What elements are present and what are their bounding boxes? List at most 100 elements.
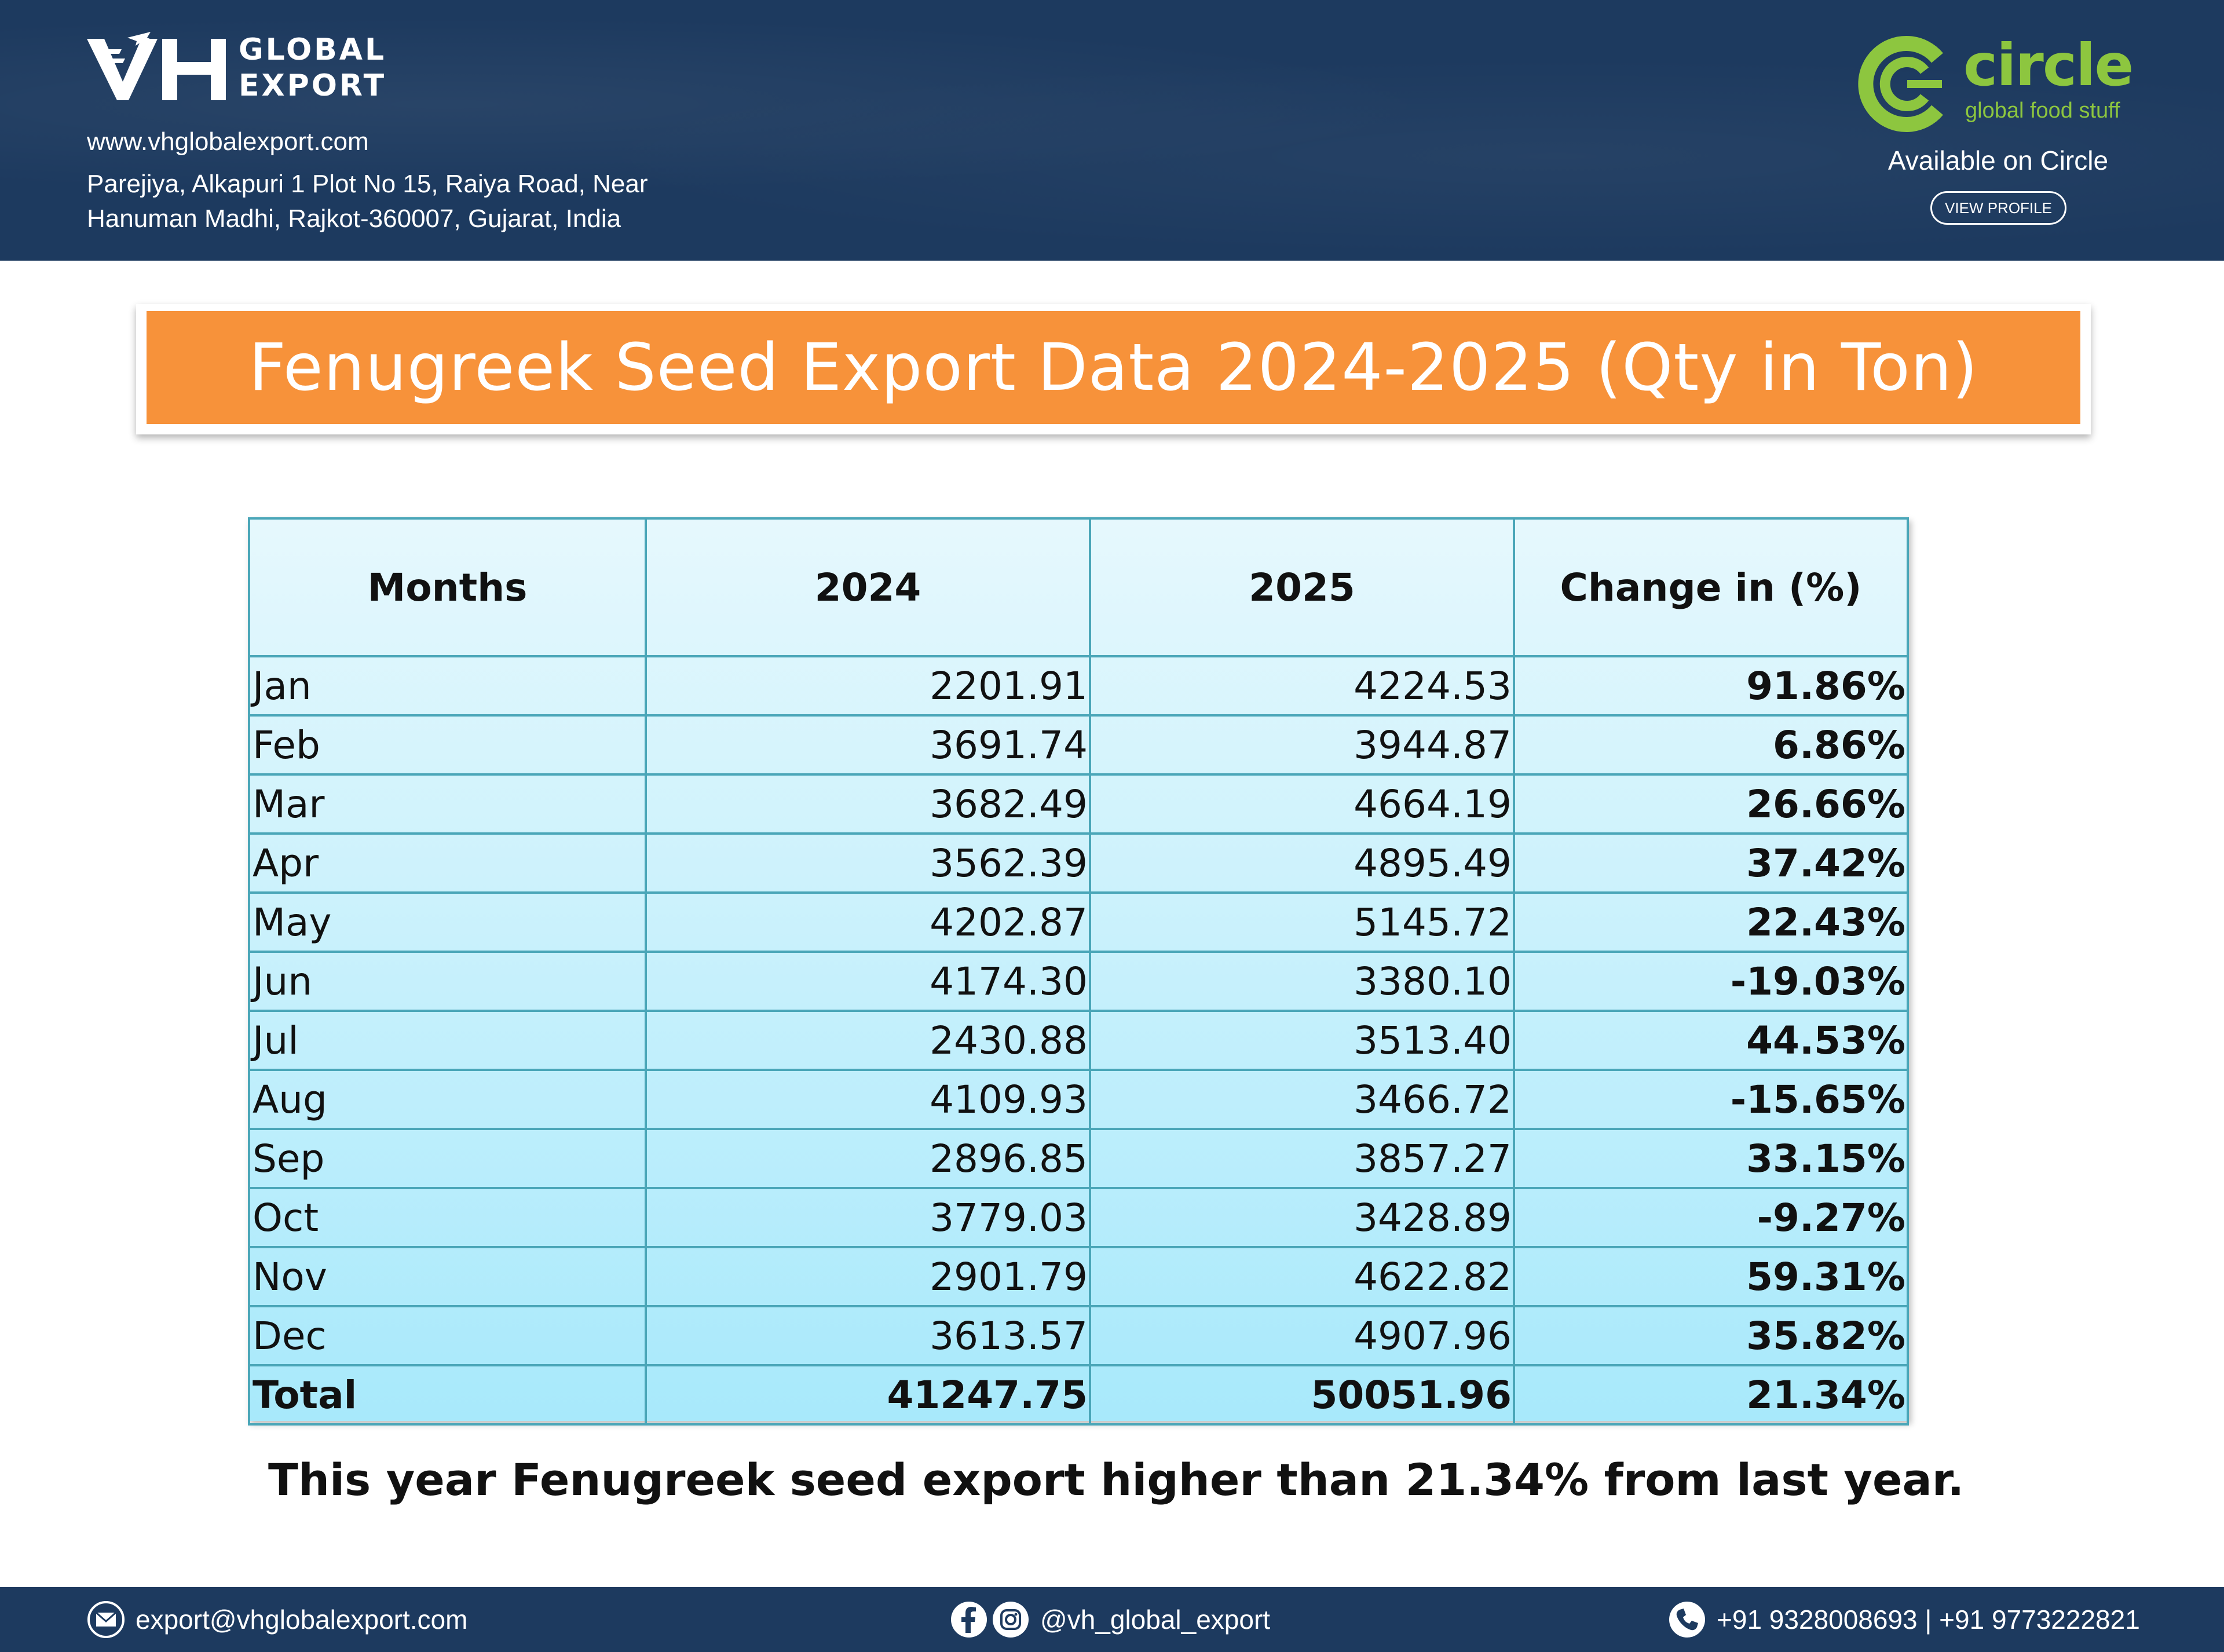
website-link[interactable]: www.vhglobalexport.com: [87, 127, 369, 156]
total-2024: 41247.75: [645, 1364, 1091, 1426]
title-banner: Fenugreek Seed Export Data 2024-2025 (Qt…: [136, 304, 2091, 434]
row-2025: 3513.40: [1089, 1010, 1515, 1071]
table-row: Nov 2901.79 4622.82 59.31%: [248, 1246, 1909, 1307]
row-2024: 2201.91: [645, 655, 1091, 717]
table-total-row: Total 41247.75 50051.96 21.34%: [248, 1364, 1909, 1426]
export-table-container: Months 2024 2025 Change in (%) Jan 2201.9…: [248, 517, 1909, 1426]
row-month: Mar: [248, 773, 647, 835]
row-change: -15.65%: [1513, 1069, 1909, 1130]
row-change: 91.86%: [1513, 655, 1909, 717]
footer-email[interactable]: export@vhglobalexport.com: [87, 1587, 467, 1652]
table-header-row: Months 2024 2025 Change in (%): [248, 517, 1909, 657]
row-month: Sep: [248, 1128, 647, 1189]
total-change: 21.34%: [1513, 1364, 1909, 1426]
row-2025: 4895.49: [1089, 832, 1515, 894]
row-2024: 3779.03: [645, 1187, 1091, 1248]
table-row: Mar 3682.49 4664.19 26.66%: [248, 773, 1909, 835]
available-on-circle: Available on Circle: [1888, 145, 2109, 176]
header-months: Months: [248, 517, 647, 657]
row-2025: 3857.27: [1089, 1128, 1515, 1189]
footer: export@vhglobalexport.com @vh_global_exp…: [0, 1587, 2224, 1652]
row-2025: 3380.10: [1089, 951, 1515, 1012]
address: Parejiya, Alkapuri 1 Plot No 15, Raiya R…: [87, 167, 782, 236]
view-profile-button[interactable]: VIEW PROFILE: [1930, 191, 2066, 225]
circle-logo-icon: [1858, 36, 1943, 132]
address-line1: Parejiya, Alkapuri 1 Plot No 15, Raiya R…: [87, 170, 648, 198]
table-row: Jul 2430.88 3513.40 44.53%: [248, 1010, 1909, 1071]
row-change: 22.43%: [1513, 891, 1909, 953]
row-month: Nov: [248, 1246, 647, 1307]
circle-logo: circle global food stuff: [1856, 31, 2146, 133]
table-body: Jan 2201.91 4224.53 91.86% Feb 3691.74 3944.87…: [248, 655, 1909, 1426]
table-row: Jan 2201.91 4224.53 91.86%: [248, 655, 1909, 717]
row-change: 59.31%: [1513, 1246, 1909, 1307]
address-line2: Hanuman Madhi, Rajkot-360007, Gujarat, I…: [87, 204, 621, 233]
row-2025: 5145.72: [1089, 891, 1515, 953]
row-2024: 2901.79: [645, 1246, 1091, 1307]
row-change: 44.53%: [1513, 1010, 1909, 1071]
export-table: Months 2024 2025 Change in (%) Jan 2201.9…: [248, 517, 1909, 1426]
header-2025: 2025: [1089, 517, 1515, 657]
table-row: Oct 3779.03 3428.89 -9.27%: [248, 1187, 1909, 1248]
row-2024: 2896.85: [645, 1128, 1091, 1189]
row-change: 26.66%: [1513, 773, 1909, 835]
table-row: Dec 3613.57 4907.96 35.82%: [248, 1305, 1909, 1366]
logo-line1: GLOBAL: [239, 32, 387, 67]
email-text: export@vhglobalexport.com: [136, 1605, 468, 1635]
page-title: Fenugreek Seed Export Data 2024-2025 (Qt…: [248, 330, 1978, 405]
vh-logo-icon: [87, 32, 226, 100]
table-row: Sep 2896.85 3857.27 33.15%: [248, 1128, 1909, 1189]
row-2024: 3682.49: [645, 773, 1091, 835]
table-row: Jun 4174.30 3380.10 -19.03%: [248, 951, 1909, 1012]
row-month: Apr: [248, 832, 647, 894]
row-month: Feb: [248, 714, 647, 776]
row-2024: 4202.87: [645, 891, 1091, 953]
row-2025: 4622.82: [1089, 1246, 1515, 1307]
row-2025: 4907.96: [1089, 1305, 1515, 1366]
row-2025: 3944.87: [1089, 714, 1515, 776]
table-row: May 4202.87 5145.72 22.43%: [248, 891, 1909, 953]
table-row: Apr 3562.39 4895.49 37.42%: [248, 832, 1909, 894]
title-banner-fill: Fenugreek Seed Export Data 2024-2025 (Qt…: [147, 311, 2080, 424]
total-2025: 50051.96: [1089, 1364, 1515, 1426]
footer-social[interactable]: @vh_global_export: [950, 1587, 1270, 1652]
table-row: Feb 3691.74 3944.87 6.86%: [248, 714, 1909, 776]
row-2025: 3466.72: [1089, 1069, 1515, 1130]
row-2024: 4174.30: [645, 951, 1091, 1012]
row-2024: 3613.57: [645, 1305, 1091, 1366]
row-month: May: [248, 891, 647, 953]
row-month: Jan: [248, 655, 647, 717]
row-2024: 3562.39: [645, 832, 1091, 894]
row-2025: 3428.89: [1089, 1187, 1515, 1248]
header-2024: 2024: [645, 517, 1091, 657]
row-2024: 3691.74: [645, 714, 1091, 776]
row-change: -19.03%: [1513, 951, 1909, 1012]
instagram-icon: [992, 1600, 1030, 1639]
footer-phone[interactable]: +91 9328008693 | +91 9773222821: [1668, 1587, 2140, 1652]
logo-text: GLOBAL EXPORT: [239, 32, 386, 104]
table-row: Aug 4109.93 3466.72 -15.65%: [248, 1069, 1909, 1130]
row-month: Jun: [248, 951, 647, 1012]
row-change: 6.86%: [1513, 714, 1909, 776]
email-icon: [87, 1600, 125, 1639]
header-change: Change in (%): [1513, 517, 1909, 657]
row-2025: 4664.19: [1089, 773, 1515, 835]
row-2025: 4224.53: [1089, 655, 1515, 717]
summary-text: This year Fenugreek seed export higher t…: [268, 1454, 1965, 1505]
total-label: Total: [248, 1364, 647, 1426]
row-2024: 4109.93: [645, 1069, 1091, 1130]
social-handle: @vh_global_export: [1040, 1605, 1271, 1635]
phone-numbers: +91 9328008693 | +91 9773222821: [1717, 1605, 2140, 1635]
row-month: Jul: [248, 1010, 647, 1071]
row-2024: 2430.88: [645, 1010, 1091, 1071]
row-change: 37.42%: [1513, 832, 1909, 894]
row-month: Aug: [248, 1069, 647, 1130]
row-month: Oct: [248, 1187, 647, 1248]
row-month: Dec: [248, 1305, 647, 1366]
circle-brand-name: circle: [1963, 31, 2134, 99]
vh-global-export-logo: GLOBAL EXPORT: [87, 32, 400, 104]
row-change: 33.15%: [1513, 1128, 1909, 1189]
header: GLOBAL EXPORT www.vhglobalexport.com Par…: [0, 0, 2224, 261]
row-change: -9.27%: [1513, 1187, 1909, 1248]
phone-icon: [1668, 1600, 1706, 1639]
